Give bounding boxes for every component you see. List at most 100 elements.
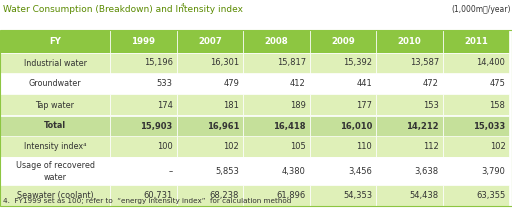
Bar	[243, 116, 310, 136]
Text: 5,853: 5,853	[216, 167, 239, 176]
Bar	[310, 116, 376, 136]
Bar	[0, 30, 110, 52]
Text: 2007: 2007	[198, 37, 222, 46]
Text: 102: 102	[489, 143, 505, 151]
Text: 153: 153	[423, 101, 439, 109]
Bar	[376, 136, 443, 158]
Bar	[110, 30, 177, 52]
Text: Water Consumption (Breakdown) and Intensity index: Water Consumption (Breakdown) and Intens…	[3, 5, 243, 14]
Bar	[177, 30, 243, 52]
Bar	[0, 74, 110, 94]
Text: 102: 102	[223, 143, 239, 151]
Text: 15,903: 15,903	[140, 122, 173, 130]
Text: 16,418: 16,418	[273, 122, 306, 130]
Text: 2010: 2010	[398, 37, 421, 46]
Text: 68,238: 68,238	[210, 191, 239, 200]
Text: 441: 441	[356, 80, 372, 88]
Text: 472: 472	[423, 80, 439, 88]
Text: 15,817: 15,817	[276, 59, 306, 67]
Bar	[110, 185, 177, 206]
Text: 16,010: 16,010	[340, 122, 372, 130]
Bar	[243, 185, 310, 206]
Bar	[443, 94, 509, 116]
Text: 15,392: 15,392	[344, 59, 372, 67]
Bar	[243, 74, 310, 94]
Text: 13,587: 13,587	[410, 59, 439, 67]
Text: 158: 158	[489, 101, 505, 109]
Bar	[376, 52, 443, 74]
Bar	[110, 116, 177, 136]
Bar	[243, 52, 310, 74]
Text: 3,790: 3,790	[482, 167, 505, 176]
Bar	[310, 94, 376, 116]
Bar	[376, 94, 443, 116]
Bar	[0, 94, 110, 116]
Bar	[0, 30, 512, 206]
Text: FY: FY	[49, 37, 61, 46]
Text: Industrial water: Industrial water	[24, 59, 87, 67]
Bar	[0, 52, 110, 74]
Bar	[310, 74, 376, 94]
Bar	[443, 158, 509, 185]
Bar	[0, 116, 110, 136]
Text: 3,638: 3,638	[415, 167, 439, 176]
Bar	[177, 74, 243, 94]
Text: 112: 112	[423, 143, 439, 151]
Text: 110: 110	[356, 143, 372, 151]
Text: 16,961: 16,961	[207, 122, 239, 130]
Bar	[177, 136, 243, 158]
Text: Seawater (coolant): Seawater (coolant)	[17, 191, 93, 200]
Text: 14,400: 14,400	[477, 59, 505, 67]
Text: 3,456: 3,456	[349, 167, 372, 176]
Bar	[443, 116, 509, 136]
Text: Usage of recovered: Usage of recovered	[15, 160, 95, 169]
Text: Groundwater: Groundwater	[29, 80, 81, 88]
Bar	[376, 30, 443, 52]
Text: 189: 189	[290, 101, 306, 109]
Text: 174: 174	[157, 101, 173, 109]
Text: 475: 475	[489, 80, 505, 88]
Text: water: water	[44, 173, 67, 182]
Text: 479: 479	[223, 80, 239, 88]
Bar	[177, 52, 243, 74]
Bar	[177, 116, 243, 136]
Bar	[0, 185, 110, 206]
Bar	[310, 136, 376, 158]
Text: 54,353: 54,353	[343, 191, 372, 200]
Bar	[243, 158, 310, 185]
Bar	[310, 185, 376, 206]
Bar	[443, 185, 509, 206]
Bar	[110, 52, 177, 74]
Text: 63,355: 63,355	[476, 191, 505, 200]
Bar	[177, 185, 243, 206]
Text: Intensity index⁴: Intensity index⁴	[24, 143, 86, 151]
Text: –: –	[168, 167, 173, 176]
Bar	[443, 136, 509, 158]
Text: 15,196: 15,196	[144, 59, 173, 67]
Bar	[310, 52, 376, 74]
Text: 61,896: 61,896	[276, 191, 306, 200]
Bar	[177, 158, 243, 185]
Bar	[110, 74, 177, 94]
Text: 14,212: 14,212	[406, 122, 439, 130]
Text: 177: 177	[356, 101, 372, 109]
Text: 100: 100	[157, 143, 173, 151]
Text: 4: 4	[181, 3, 185, 8]
Bar	[243, 30, 310, 52]
Bar	[110, 158, 177, 185]
Bar	[443, 30, 509, 52]
Text: 2011: 2011	[464, 37, 488, 46]
Bar	[177, 94, 243, 116]
Text: 181: 181	[223, 101, 239, 109]
Text: 2009: 2009	[331, 37, 355, 46]
Text: 1999: 1999	[132, 37, 155, 46]
Bar	[310, 158, 376, 185]
Text: 4,380: 4,380	[282, 167, 306, 176]
Bar	[376, 74, 443, 94]
Text: Total: Total	[44, 122, 66, 130]
Bar	[243, 94, 310, 116]
Bar	[110, 136, 177, 158]
Text: 60,731: 60,731	[143, 191, 173, 200]
Bar	[243, 136, 310, 158]
Text: 15,033: 15,033	[473, 122, 505, 130]
